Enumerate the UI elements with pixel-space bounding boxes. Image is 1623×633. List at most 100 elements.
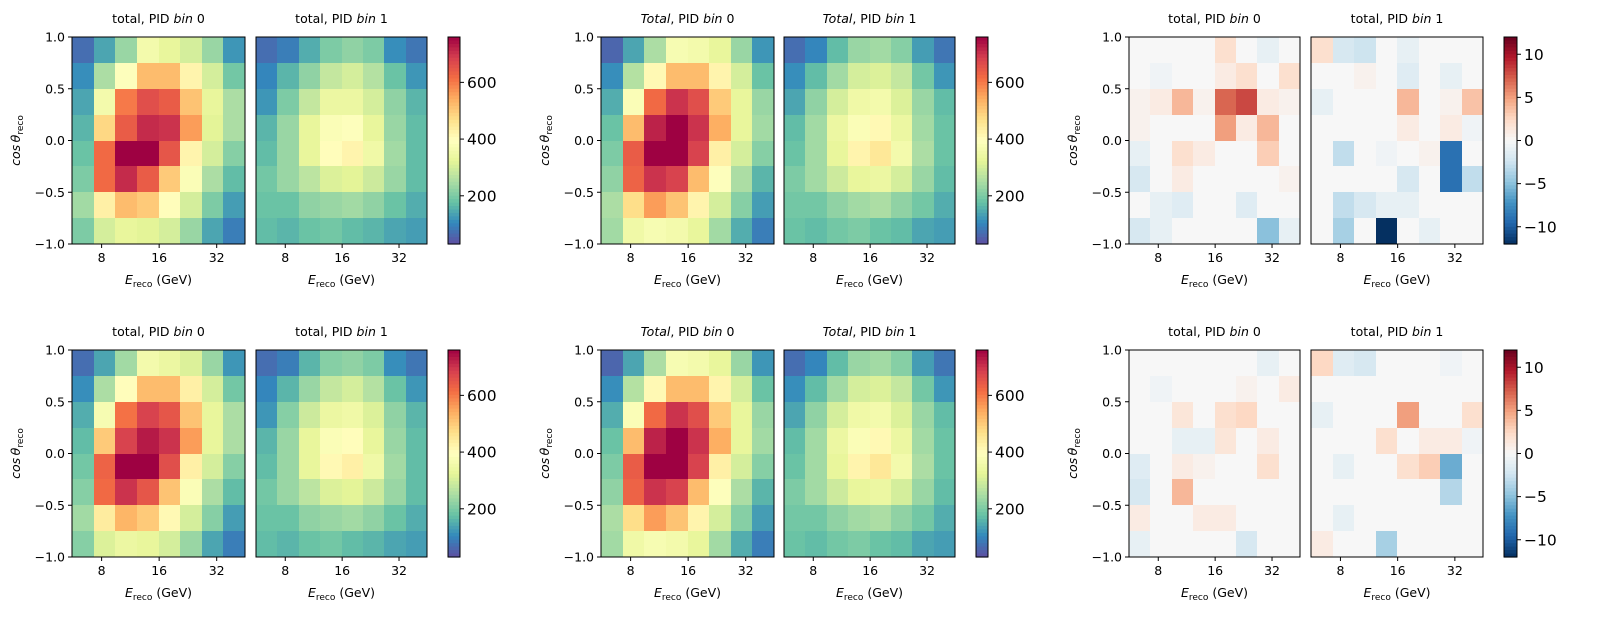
heatmap-cell — [320, 218, 343, 245]
heatmap-cell — [1215, 192, 1237, 219]
heatmap-cell — [784, 505, 806, 532]
heatmap-cell — [912, 479, 935, 506]
colorbar-segment — [976, 363, 988, 368]
heatmap-cell — [1419, 218, 1441, 245]
heatmap-cell — [1397, 428, 1420, 455]
colorbar-segment — [448, 40, 460, 45]
heatmap-cell — [870, 479, 892, 506]
heatmap-cell — [1397, 115, 1420, 142]
heatmap-cell — [1397, 192, 1420, 219]
heatmap-cell — [709, 115, 732, 142]
heatmap-cell — [223, 37, 246, 64]
colorbar-segment — [448, 185, 460, 190]
heatmap-cell — [1150, 37, 1173, 64]
heatmap-cell — [256, 376, 278, 403]
heatmap-cell — [666, 454, 689, 480]
heatmap-cell — [223, 505, 246, 532]
heatmap-cell — [256, 141, 278, 167]
heatmap-cell — [159, 192, 181, 219]
x-tick-label: 16 — [862, 563, 878, 578]
heatmap-cell — [1150, 350, 1173, 377]
colorbar-segment — [976, 161, 988, 166]
heatmap-panel: total, PID bin 0 8 16 32 Ereco (GeV) 1.0 0.5 0.… — [8, 324, 246, 603]
heatmap-cell — [731, 89, 753, 116]
heatmap-cell — [1440, 89, 1463, 116]
colorbar-segment — [1504, 64, 1517, 69]
colorbar-segment — [1504, 43, 1517, 48]
heatmap-cell — [784, 218, 806, 245]
heatmap-cell — [277, 402, 300, 429]
heatmap-panel: total, PID bin 1 8 16 32 Ereco (GeV) — [1310, 324, 1484, 603]
heatmap-cell — [848, 166, 871, 193]
x-axis-label: Ereco (GeV) — [308, 272, 375, 290]
x-tick-label: 32 — [919, 563, 935, 578]
colorbar-segment — [976, 519, 988, 524]
heatmap-cell — [1150, 505, 1173, 532]
heatmap-cell — [384, 505, 407, 532]
x-tick-label: 8 — [98, 563, 106, 578]
colorbar-segment — [1504, 168, 1517, 173]
heatmap-cell — [848, 115, 871, 142]
colorbar-segment — [448, 553, 460, 558]
heatmap-cell — [1311, 141, 1334, 167]
heatmap-cell — [1279, 479, 1301, 506]
y-tick-label: 0.0 — [45, 133, 65, 148]
colorbar-tick-label: 600 — [995, 387, 1025, 405]
colorbar-segment — [976, 425, 988, 430]
heatmap-cell — [912, 192, 935, 219]
heatmap-cell — [1397, 479, 1420, 506]
heatmap-cell — [223, 376, 246, 403]
heatmap-cell — [709, 141, 732, 167]
heatmap-cell — [870, 63, 892, 90]
heatmap-cell — [256, 479, 278, 506]
heatmap-cell — [202, 531, 224, 558]
heatmap-cell — [688, 218, 710, 245]
heatmap-cell — [320, 376, 343, 403]
heatmap-cell — [159, 166, 181, 193]
heatmap-cell — [72, 454, 95, 480]
heatmap-cell — [912, 531, 935, 558]
colorbar-segment — [1504, 137, 1517, 142]
colorbar-segment — [1504, 130, 1517, 135]
heatmap-cell — [1440, 37, 1463, 64]
heatmap-cell — [1172, 218, 1194, 245]
panel-title: Total, PID bin 0 — [641, 324, 735, 339]
heatmap-cell — [1215, 166, 1237, 193]
heatmap-cell — [1333, 166, 1355, 193]
heatmap-cell — [666, 141, 689, 167]
colorbar-segment — [1504, 546, 1517, 551]
heatmap-cell — [94, 63, 116, 90]
heatmap-cell — [1193, 37, 1216, 64]
colorbar-tick-label: 5 — [1524, 402, 1534, 420]
heatmap-cell — [1279, 376, 1301, 403]
heatmap-cell — [1354, 479, 1377, 506]
heatmap-cell — [202, 479, 224, 506]
heatmap-cell — [891, 376, 913, 403]
heatmap-cell — [1193, 218, 1216, 245]
heatmap-cell — [688, 505, 710, 532]
heatmap-panel: total, PID bin 1 8 16 32 Ereco (GeV) — [255, 324, 428, 603]
heatmap-cell — [1257, 479, 1280, 506]
y-tick-label: −1.0 — [1092, 550, 1122, 565]
heatmap-cell — [1311, 402, 1334, 429]
heatmap-cell — [731, 505, 753, 532]
heatmap-cell — [202, 115, 224, 142]
heatmap-cell — [1279, 428, 1301, 455]
heatmap-cell — [623, 505, 645, 532]
heatmap-cell — [1279, 115, 1301, 142]
axes-frame — [783, 36, 956, 245]
heatmap-cell — [1193, 402, 1216, 429]
heatmap-cell — [870, 505, 892, 532]
heatmap-cell — [406, 531, 428, 558]
y-tick-label: −0.5 — [35, 498, 65, 513]
colorbar-segment — [1504, 353, 1517, 358]
colorbar-segment — [1504, 391, 1517, 396]
heatmap-cell — [1279, 218, 1301, 245]
heatmap-cell — [1376, 428, 1398, 455]
x-tick-label: 8 — [1336, 250, 1344, 265]
heatmap-cell — [912, 505, 935, 532]
heatmap-cell — [1397, 218, 1420, 245]
x-axis-label: Ereco (GeV) — [1181, 585, 1248, 603]
heatmap-cell — [256, 428, 278, 455]
heatmap-cell — [1172, 479, 1194, 506]
